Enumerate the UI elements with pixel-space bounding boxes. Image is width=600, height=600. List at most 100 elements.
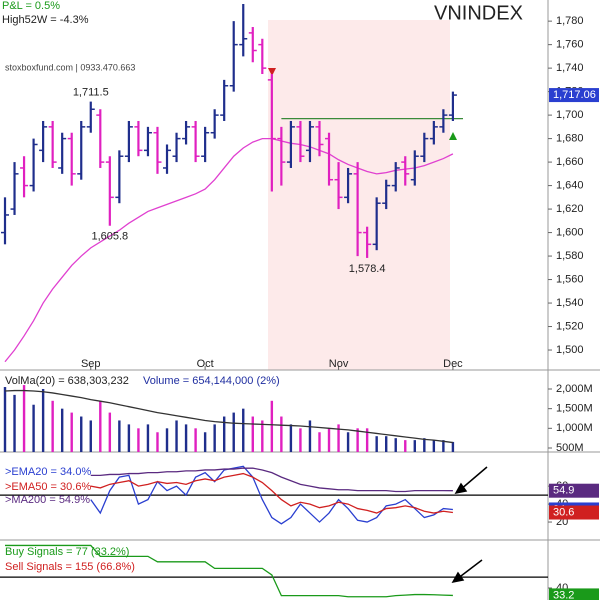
volume-bar bbox=[242, 408, 245, 452]
x-tick-label: Sep bbox=[81, 358, 101, 370]
y-tick-label: 1,620 bbox=[556, 203, 584, 215]
chart-title: VNINDEX bbox=[434, 2, 523, 24]
value-box-label: 30.6 bbox=[553, 506, 574, 518]
volume-bar bbox=[127, 424, 131, 452]
y-tick-label: 1,640 bbox=[556, 179, 584, 191]
x-tick-label: Dec bbox=[443, 358, 463, 370]
volume-bar bbox=[423, 438, 426, 452]
y-tick-label: 1,680 bbox=[556, 133, 584, 145]
value-box bbox=[549, 588, 599, 600]
legend-label: >EMA20 = 34.0% bbox=[5, 466, 91, 478]
volume-bar bbox=[22, 385, 26, 452]
volume-bar bbox=[118, 420, 121, 452]
y-tick-label: 1,760 bbox=[556, 39, 584, 51]
volume-bar bbox=[222, 416, 226, 452]
value-box bbox=[549, 483, 599, 498]
volume-bar bbox=[108, 412, 112, 452]
legend-label: Buy Signals = 77 (33.2%) bbox=[5, 546, 129, 558]
volume-bar bbox=[385, 436, 388, 452]
series-line bbox=[5, 544, 453, 598]
watermark: stoxboxfund.com | 0933.470.663 bbox=[5, 62, 135, 72]
volume-bar bbox=[318, 432, 321, 452]
annotation: 1,794.6 bbox=[225, 0, 262, 1]
volume-bar bbox=[99, 400, 102, 452]
volume-bar bbox=[89, 420, 92, 452]
volume-bar bbox=[280, 416, 283, 452]
volume-bar bbox=[184, 424, 188, 452]
volume-bar bbox=[175, 420, 178, 452]
y-tick-label: 500M bbox=[556, 442, 584, 454]
y-tick-label: 2,000M bbox=[556, 383, 593, 395]
x-tick-label: Nov bbox=[329, 358, 349, 370]
volume-bar bbox=[337, 424, 340, 452]
annotation: 1,711.5 bbox=[73, 87, 109, 99]
volume-bar bbox=[213, 424, 216, 452]
volume-bar bbox=[394, 438, 397, 452]
pnl-text: P&L = 0.5% bbox=[2, 0, 60, 12]
value-box bbox=[549, 505, 599, 520]
series-line bbox=[90, 472, 453, 514]
arrow-head bbox=[454, 482, 468, 495]
volma-line bbox=[4, 389, 453, 444]
series-line bbox=[90, 465, 453, 525]
volume-bar bbox=[203, 432, 207, 452]
value-box-label: 1,717.06 bbox=[553, 89, 596, 101]
volume-bar bbox=[70, 412, 73, 452]
volume-bar bbox=[41, 388, 45, 452]
volma-label: VolMa(20) = 638,303,232 bbox=[5, 375, 129, 387]
volume-bar bbox=[3, 387, 7, 452]
volume-bar bbox=[356, 428, 359, 452]
volume-bar bbox=[327, 428, 331, 452]
y-tick-label: 1,780 bbox=[556, 15, 584, 27]
y-tick-label: 1,700 bbox=[556, 109, 584, 121]
buy-arrow bbox=[449, 132, 457, 140]
ma-line bbox=[4, 137, 454, 363]
volume-bar bbox=[32, 404, 35, 452]
annotation: 1,605.8 bbox=[91, 231, 128, 243]
volume-bar bbox=[146, 424, 150, 452]
y-tick-label: 1,500 bbox=[556, 344, 584, 356]
sell-arrow bbox=[268, 68, 276, 76]
volume-bar bbox=[80, 416, 83, 452]
volume-bar bbox=[442, 440, 445, 452]
volume-bar bbox=[451, 441, 455, 452]
legend-label: >MA200 = 54.9% bbox=[5, 494, 90, 506]
value-box-label: 54.9 bbox=[553, 485, 574, 497]
volume-bar bbox=[308, 420, 312, 452]
volume-bar bbox=[289, 424, 293, 452]
volume-bar bbox=[232, 412, 235, 452]
highlight-zone bbox=[268, 20, 450, 370]
volume-bar bbox=[51, 400, 54, 452]
y-tick-label: 1,660 bbox=[556, 156, 584, 168]
y-tick-label: 1,500M bbox=[556, 403, 593, 415]
series-line bbox=[90, 467, 453, 493]
volume-bar bbox=[13, 394, 16, 452]
volume-bar bbox=[137, 428, 140, 452]
y-tick-label: 1,000M bbox=[556, 422, 593, 434]
volume-bar bbox=[194, 428, 197, 452]
y-tick-label: 1,560 bbox=[556, 273, 584, 285]
value-box-label: 33.2 bbox=[553, 589, 574, 600]
volume-bar bbox=[261, 420, 264, 452]
volume-bar bbox=[346, 432, 350, 452]
volume-bar bbox=[375, 436, 378, 452]
volume-bar bbox=[270, 400, 274, 452]
volume-bar bbox=[299, 428, 302, 452]
y-tick-label: 1,520 bbox=[556, 320, 584, 332]
x-tick-label: Oct bbox=[197, 358, 214, 370]
volume-bar bbox=[432, 440, 436, 452]
y-tick-label: 1,580 bbox=[556, 250, 584, 262]
volume-bar bbox=[251, 416, 254, 452]
annotation: 1,578.4 bbox=[349, 263, 386, 275]
volume-bar bbox=[165, 428, 169, 452]
volume-bar bbox=[404, 440, 407, 452]
sell-label: Sell Signals = 155 (66.8%) bbox=[5, 561, 135, 573]
volume-bar bbox=[156, 432, 159, 452]
legend-label: >EMA50 = 30.6% bbox=[5, 481, 91, 493]
volume-bar bbox=[60, 408, 64, 452]
y-tick-label: 1,600 bbox=[556, 226, 584, 238]
volume-label: Volume = 654,144,000 (2%) bbox=[143, 375, 280, 387]
pointer-arrow bbox=[456, 559, 483, 580]
